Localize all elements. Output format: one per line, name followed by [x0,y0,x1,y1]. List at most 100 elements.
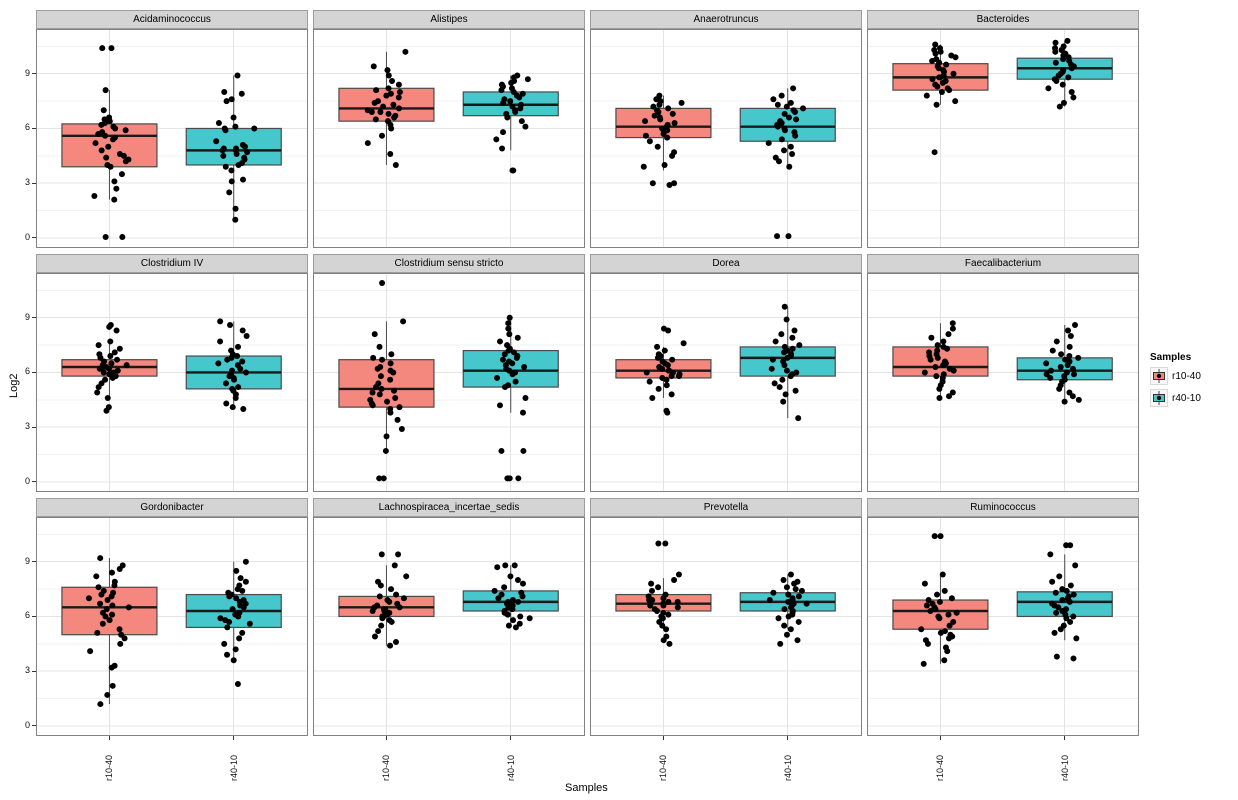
facet-Clostridium IV: Clostridium IV [36,254,308,492]
boxplot-r10-40 [338,48,435,168]
boxplot-r40-10 [1016,37,1113,110]
data-point [1068,88,1075,95]
data-point [791,109,798,116]
data-point [234,353,241,360]
data-point [660,602,667,609]
data-point [950,367,957,374]
x-tick-mark [233,736,235,740]
facet-Lachnospiracea_incertae_sedis: Lachnospiracea_incertae_sedis [313,498,585,736]
data-point [372,384,379,391]
data-point [509,371,516,378]
data-point [506,314,513,321]
data-point [659,615,666,622]
data-point [235,384,242,391]
data-point [795,593,802,600]
data-point [385,110,392,117]
data-point [102,234,109,241]
data-point [95,130,102,137]
data-point [1070,613,1077,620]
data-point [1064,37,1071,44]
data-point [1057,626,1064,633]
data-point [217,615,224,622]
data-point [94,389,101,396]
y-tick-mark [32,371,36,373]
data-point [940,338,947,345]
data-point [1070,655,1077,662]
data-point [785,613,792,620]
data-point [221,640,228,647]
data-point [950,70,957,77]
data-point [923,602,930,609]
boxplot-r10-40 [892,320,989,402]
data-point [1075,396,1082,403]
facet-Alistipes: Alistipes [313,10,585,248]
y-tick-mark [32,127,36,129]
data-point [1065,327,1072,334]
x-tick-mark [939,736,941,740]
data-point [1048,367,1055,374]
boxplot-r10-40 [338,551,435,649]
data-point [648,580,655,587]
data-point [1070,591,1077,598]
data-point [396,105,403,112]
y-tick-label: 9 [24,311,30,322]
facet-strip-title: Clostridium IV [36,254,308,273]
data-point [241,143,248,150]
data-point [374,365,381,372]
x-tick-mark [108,736,110,740]
data-point [234,72,241,79]
data-point [934,591,941,598]
data-point [785,591,792,598]
data-point [792,586,799,593]
data-point [108,593,115,600]
data-point [215,119,222,126]
data-point [232,216,239,223]
data-point [517,105,524,112]
data-point [1055,72,1062,79]
data-point [513,354,520,361]
data-point [109,602,116,609]
data-point [949,325,956,332]
facet-Anaerotruncus: Anaerotruncus [590,10,862,248]
data-point [240,176,247,183]
data-point [950,618,957,625]
y-tick-label: 3 [24,665,30,676]
data-point [113,327,120,334]
facet-strip-title: Clostridium sensu stricto [313,254,585,273]
data-point [927,607,934,614]
data-point [1052,48,1059,55]
data-point [394,416,401,423]
data-point [655,540,662,547]
data-point [383,433,390,440]
data-point [491,587,498,594]
data-point [387,360,394,367]
data-point [651,112,658,119]
data-point [400,318,407,325]
y-tick-mark [32,317,36,319]
data-point [391,387,398,394]
facet-Prevotella: Prevotella [590,498,862,736]
data-point [102,132,109,139]
data-point [655,109,662,116]
data-point [217,318,224,325]
facet-Dorea: Dorea [590,254,862,492]
data-point [98,591,105,598]
data-point [1047,551,1054,558]
data-point [391,562,398,569]
data-point [526,615,533,622]
data-point [235,343,242,350]
data-point [928,334,935,341]
data-point [239,327,246,334]
data-point [222,127,229,134]
data-point [390,369,397,376]
facet-Clostridium sensu stricto: Clostridium sensu stricto [313,254,585,492]
data-point [107,163,114,170]
data-point [501,351,508,358]
data-point [937,74,944,81]
data-point [791,327,798,334]
data-point [781,362,788,369]
data-point [234,586,241,593]
data-point [239,587,246,594]
data-point [1063,615,1070,622]
data-point [100,107,107,114]
